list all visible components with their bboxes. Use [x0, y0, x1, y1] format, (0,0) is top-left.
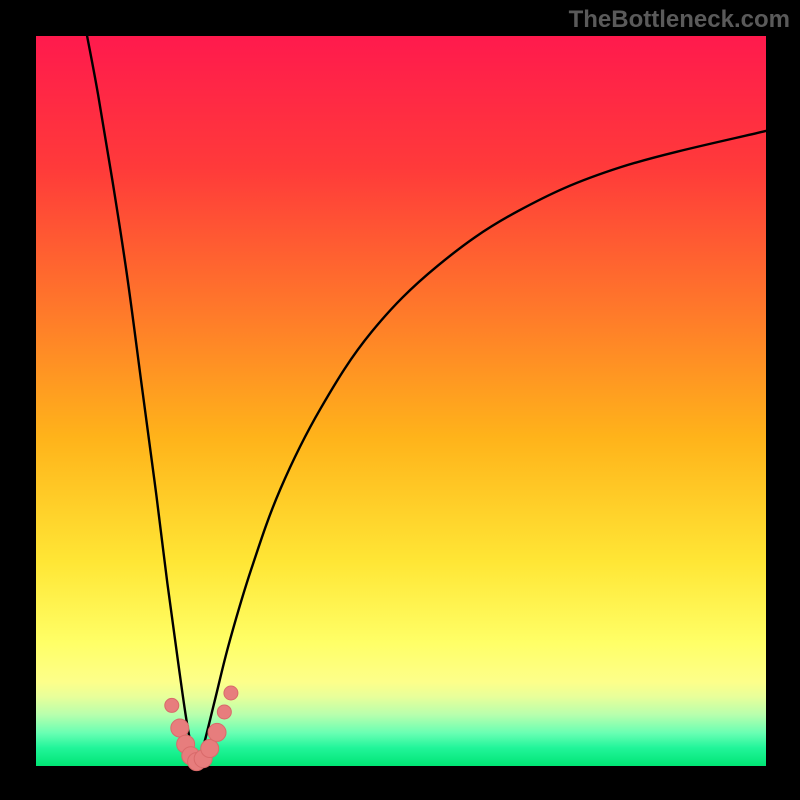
- bottleneck-curve-chart: [0, 0, 800, 800]
- chart-container: TheBottleneck.com: [0, 0, 800, 800]
- watermark-label: TheBottleneck.com: [569, 6, 790, 34]
- optimum-marker: [208, 723, 226, 741]
- optimum-marker: [165, 698, 179, 712]
- optimum-marker: [224, 686, 238, 700]
- optimum-marker: [171, 719, 189, 737]
- optimum-marker: [217, 705, 231, 719]
- plot-gradient-background: [36, 36, 766, 766]
- optimum-marker: [201, 739, 219, 757]
